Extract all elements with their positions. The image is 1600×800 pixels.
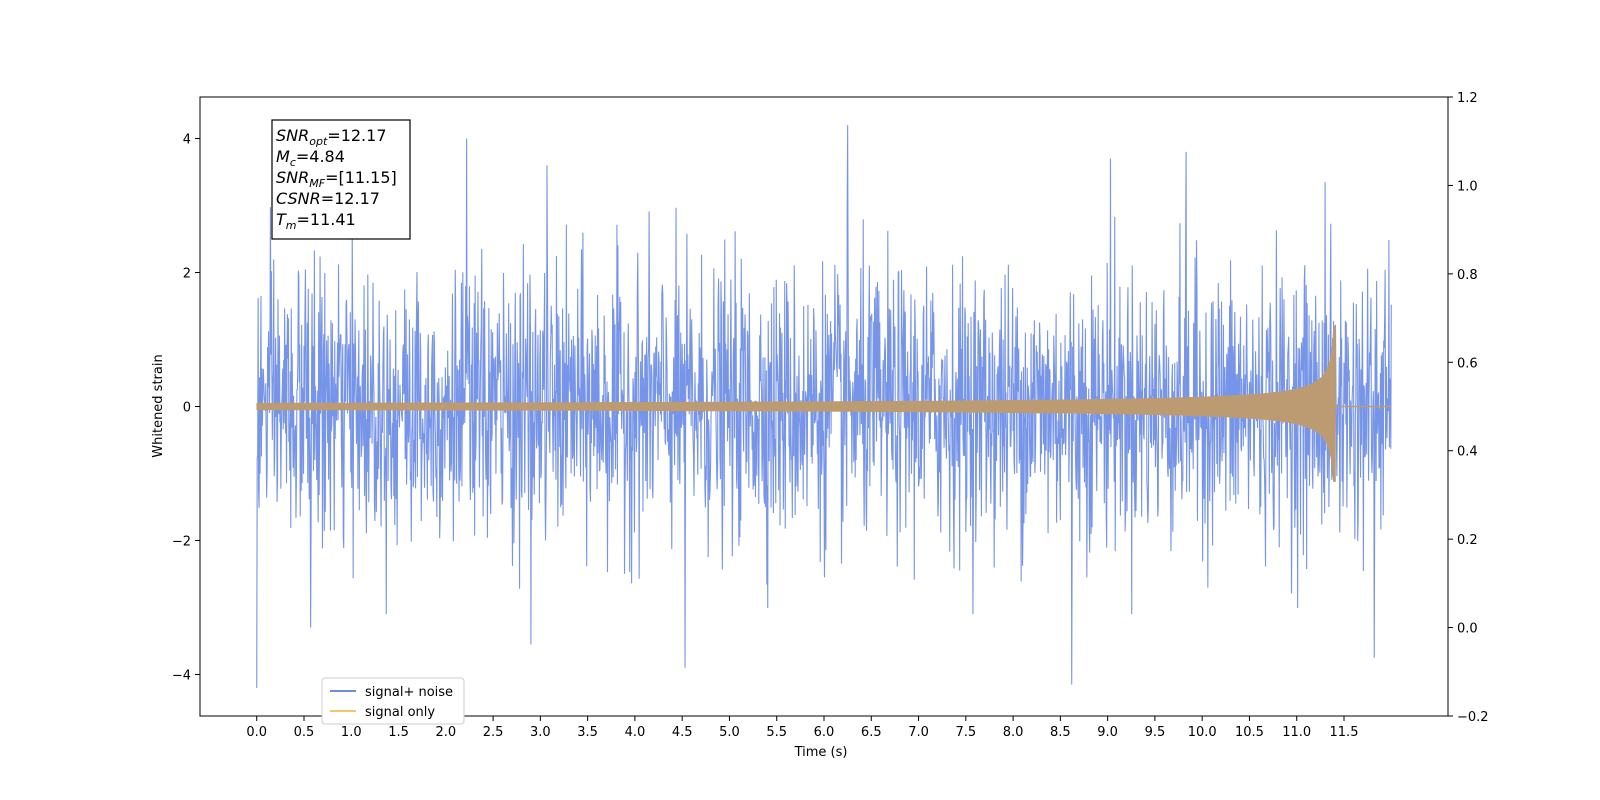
stat-subscript: m [286,219,297,232]
y-axis-right: −0.2 0.0 0.2 0.4 0.6 0.8 1.0 1.2 [1448,91,1489,725]
x-tick-label: 4.5 [672,725,693,740]
stat-symbol: SNR [276,126,309,145]
y-axis-label: Whitened strain [151,354,166,457]
stat-line: SNRopt=12.17 [276,126,387,148]
y-tick-label: −2 [172,534,191,549]
legend: signal+ noise signal only [321,677,465,725]
x-tick-label: 8.0 [1003,725,1024,740]
x-axis: 0.0 0.5 1.0 1.5 2.0 2.5 3.0 3.5 4.0 4.5 5.0 5.5 6.0 6… [246,716,1358,740]
stat-symbol: T [276,210,287,229]
x-tick-label: 3.5 [577,725,598,740]
y2-tick-label: 1.2 [1457,91,1478,106]
series-layer [256,125,1392,688]
stat-line: SNRMF=[11.15] [276,168,397,190]
stat-value: =4.84 [296,147,345,166]
y2-tick-label: 0.4 [1457,445,1478,460]
stat-value: =12.17 [321,189,380,208]
x-tick-label: 11.0 [1282,725,1311,740]
stat-line: Tm=11.41 [276,210,356,232]
y-tick-label: 4 [183,133,191,148]
x-tick-label: 2.0 [435,725,456,740]
x-tick-label: 7.5 [955,725,976,740]
stat-line: CSNR=12.17 [276,189,380,208]
y-tick-label: 2 [183,267,191,282]
x-tick-label: 6.5 [861,725,882,740]
series-band-signal-only [256,325,1336,482]
x-tick-label: 1.0 [341,725,362,740]
x-tick-label: 5.5 [766,725,787,740]
y-axis-left: −4 −2 0 2 4 [172,133,200,683]
x-tick-label: 10.5 [1235,725,1264,740]
legend-frame [321,677,465,725]
x-tick-label: 2.5 [483,725,504,740]
x-tick-label: 8.5 [1050,725,1071,740]
stat-value: =[11.15] [325,168,397,187]
x-tick-label: 0.0 [246,725,267,740]
stats-annotation-frame [271,119,411,240]
y2-tick-label: 1.0 [1457,179,1478,194]
y2-tick-label: −0.2 [1457,710,1489,725]
y2-tick-label: 0.6 [1457,356,1478,371]
stat-line: Mc=4.84 [276,147,345,169]
stat-symbol: SNR [276,168,309,187]
x-tick-label: 4.0 [625,725,646,740]
y2-tick-label: 0.8 [1457,268,1478,283]
stat-subscript: opt [309,135,328,148]
stat-value: =12.17 [327,126,386,145]
stat-symbol: M [276,147,290,166]
y-tick-label: 0 [183,401,191,416]
x-axis-label: Time (s) [794,745,848,760]
x-tick-label: 9.0 [1097,725,1118,740]
x-tick-label: 11.5 [1330,725,1359,740]
legend-label: signal+ noise [365,685,453,700]
x-tick-label: 3.0 [530,725,551,740]
stat-subscript: MF [309,177,325,190]
y2-tick-label: 0.2 [1457,533,1478,548]
x-tick-label: 7.0 [908,725,929,740]
y2-tick-label: 0.0 [1457,622,1478,637]
x-tick-label: 9.5 [1145,725,1166,740]
x-tick-label: 6.0 [814,725,835,740]
stats-annotation-box: SNRopt=12.17Mc=4.84SNRMF=[11.15]CSNR=12.… [271,119,411,240]
x-tick-label: 10.0 [1188,725,1217,740]
stat-symbol: CSNR [276,189,321,208]
y-tick-label: −4 [172,668,191,683]
x-tick-label: 1.5 [388,725,409,740]
x-tick-label: 0.5 [294,725,315,740]
x-tick-label: 5.0 [719,725,740,740]
stat-value: =11.41 [297,210,356,229]
legend-label: signal only [365,705,435,720]
stat-subscript: c [290,156,296,169]
